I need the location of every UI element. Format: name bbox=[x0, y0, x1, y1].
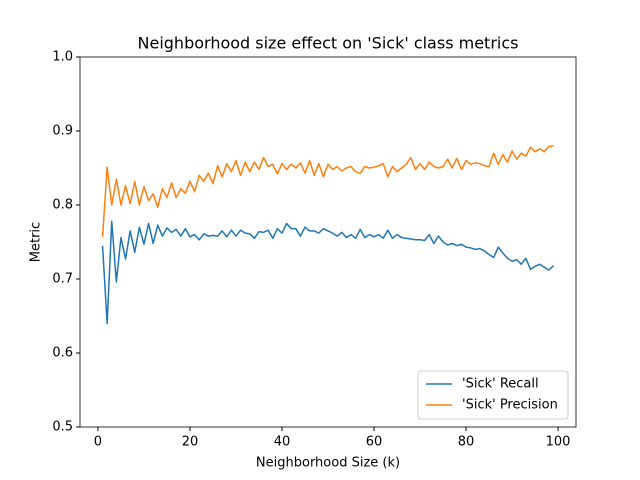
y-tick-label: 0.9 bbox=[52, 124, 73, 139]
y-tick-label: 0.6 bbox=[52, 346, 73, 361]
y-tick-label: 1.0 bbox=[52, 50, 73, 65]
x-tick-label: 60 bbox=[366, 435, 383, 450]
y-axis-label: Metric bbox=[29, 222, 44, 262]
x-tick-label: 100 bbox=[546, 435, 571, 450]
chart-title: Neighborhood size effect on 'Sick' class… bbox=[138, 34, 519, 53]
x-tick-label: 20 bbox=[182, 435, 199, 450]
x-tick-label: 40 bbox=[274, 435, 291, 450]
plot-frame bbox=[79, 56, 577, 428]
x-tick-label: 0 bbox=[94, 435, 102, 450]
x-tick-label: 80 bbox=[458, 435, 475, 450]
line bbox=[101, 145, 554, 237]
line bbox=[101, 220, 554, 325]
legend-label: 'Sick' Precision bbox=[462, 398, 558, 413]
legend-label: 'Sick' Recall bbox=[462, 377, 539, 392]
legend-box bbox=[417, 370, 569, 420]
y-tick-label: 0.5 bbox=[52, 420, 73, 435]
y-tick-label: 0.8 bbox=[52, 198, 73, 213]
x-axis-label: Neighborhood Size (k) bbox=[256, 456, 400, 471]
y-tick-label: 0.7 bbox=[52, 272, 73, 287]
legend: 'Sick' Recall 'Sick' Precision bbox=[417, 370, 569, 420]
